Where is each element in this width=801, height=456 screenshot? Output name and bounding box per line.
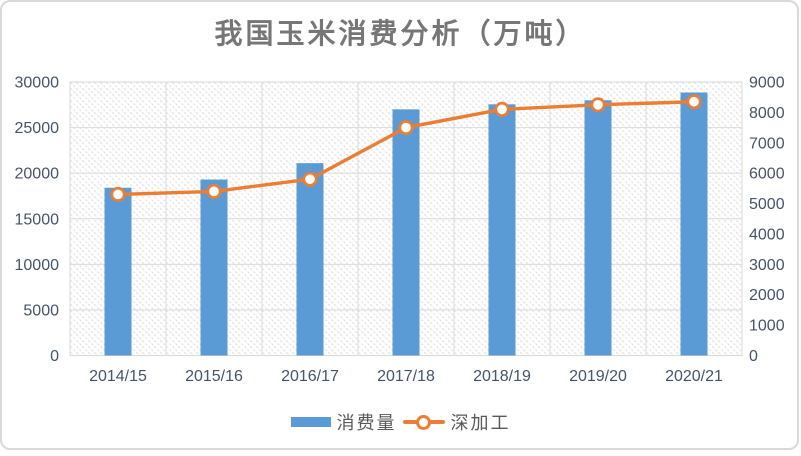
y-axis-left-tick-label: 25000 xyxy=(15,120,60,137)
line-marker-icon xyxy=(398,120,414,136)
legend-line-marker-icon xyxy=(415,415,431,430)
line-marker-icon xyxy=(110,186,126,202)
y-axis-right-tick-label: 7000 xyxy=(749,135,785,152)
plot-area: 0 5000 10000 15000 20000 25000 30000 0 1000 2000 3… xyxy=(15,75,785,386)
bar xyxy=(104,187,132,356)
x-axis-category-label: 2018/19 xyxy=(473,368,531,385)
line-marker-icon xyxy=(686,94,702,110)
y-axis-right-tick-label: 1000 xyxy=(749,318,785,335)
line-marker-icon xyxy=(590,97,606,113)
bar-series xyxy=(104,92,708,356)
y-axis-right-tick-label: 2000 xyxy=(749,287,785,304)
y-axis-left-tick-label: 5000 xyxy=(23,302,59,319)
x-axis-category-label: 2015/16 xyxy=(185,368,243,385)
line-marker-icon xyxy=(206,183,222,199)
legend-bar-swatch-icon xyxy=(290,417,331,427)
y-axis-left-tick-label: 15000 xyxy=(15,211,60,228)
legend: 消费量 深加工 xyxy=(0,409,801,435)
bar xyxy=(680,92,708,356)
y-axis-right-tick-label: 8000 xyxy=(749,105,785,122)
bar xyxy=(584,100,612,356)
y-axis-right-tick-label: 5000 xyxy=(749,196,785,213)
y-axis-right-tick-label: 9000 xyxy=(749,75,785,92)
legend-line-swatch-icon xyxy=(402,415,445,430)
chart-title: 我国玉米消费分析（万吨） xyxy=(214,17,587,50)
x-axis-category-label: 2019/20 xyxy=(569,368,627,385)
x-axis-category-label: 2020/21 xyxy=(665,368,723,385)
y-axis-left-tick-label: 0 xyxy=(50,348,59,365)
legend-label-consumption: 消费量 xyxy=(336,413,397,433)
y-axis-left-tick-label: 20000 xyxy=(15,166,60,183)
line-marker-icon xyxy=(302,171,318,187)
y-axis-right-tick-label: 6000 xyxy=(749,166,785,183)
x-axis-category-label: 2016/17 xyxy=(281,368,339,385)
legend-label-processing: 深加工 xyxy=(450,413,511,433)
x-axis-category-label: 2017/18 xyxy=(377,368,435,385)
bar xyxy=(200,179,228,356)
y-axis-right-tick-label: 3000 xyxy=(749,257,785,274)
y-axis-right-tick-label: 4000 xyxy=(749,226,785,243)
y-axis-right-tick-label: 0 xyxy=(749,348,758,365)
bar xyxy=(488,104,516,356)
line-marker-icon xyxy=(494,101,510,117)
bar xyxy=(296,163,324,356)
x-axis-category-label: 2014/15 xyxy=(89,368,147,385)
y-axis-left-tick-label: 10000 xyxy=(15,257,60,274)
bar xyxy=(392,109,420,356)
y-axis-left-tick-label: 30000 xyxy=(15,75,60,92)
